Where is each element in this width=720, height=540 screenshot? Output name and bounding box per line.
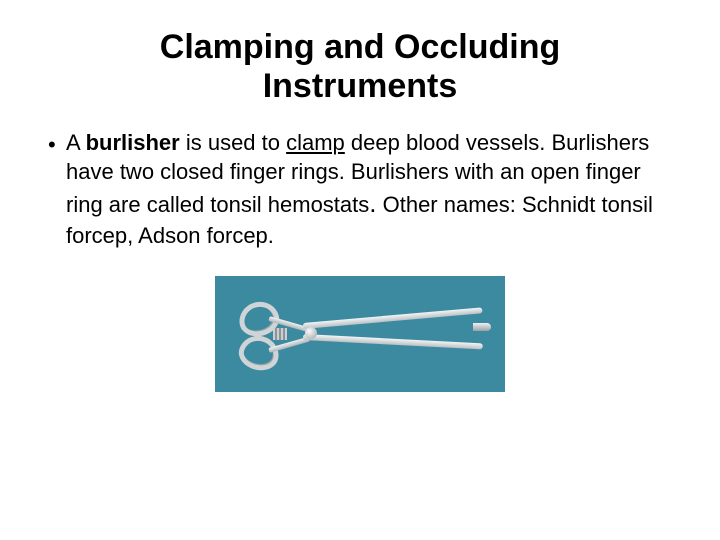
ratchet: [273, 328, 287, 340]
figure-container: [40, 276, 680, 392]
slide: Clamping and Occluding Instruments • A b…: [0, 0, 720, 540]
title-line-2: Instruments: [263, 67, 458, 105]
instrument-photo: [215, 276, 505, 392]
text-period: .: [369, 188, 376, 218]
jaw-tips: [473, 323, 491, 331]
jaw-upper: [303, 307, 483, 329]
bullet-marker: •: [48, 128, 66, 159]
jaw-lower: [303, 334, 483, 349]
slide-title: Clamping and Occluding Instruments: [40, 28, 680, 106]
title-line-1: Clamping and Occluding: [160, 28, 560, 66]
text-bold: burlisher: [86, 130, 180, 155]
text-pre: A: [66, 130, 86, 155]
box-lock-hinge: [305, 327, 317, 339]
text-mid: is used to: [180, 130, 286, 155]
text-underlined: clamp: [286, 130, 345, 155]
bullet-text: A burlisher is used to clamp deep blood …: [66, 128, 672, 249]
bullet-item: • A burlisher is used to clamp deep bloo…: [48, 128, 672, 249]
